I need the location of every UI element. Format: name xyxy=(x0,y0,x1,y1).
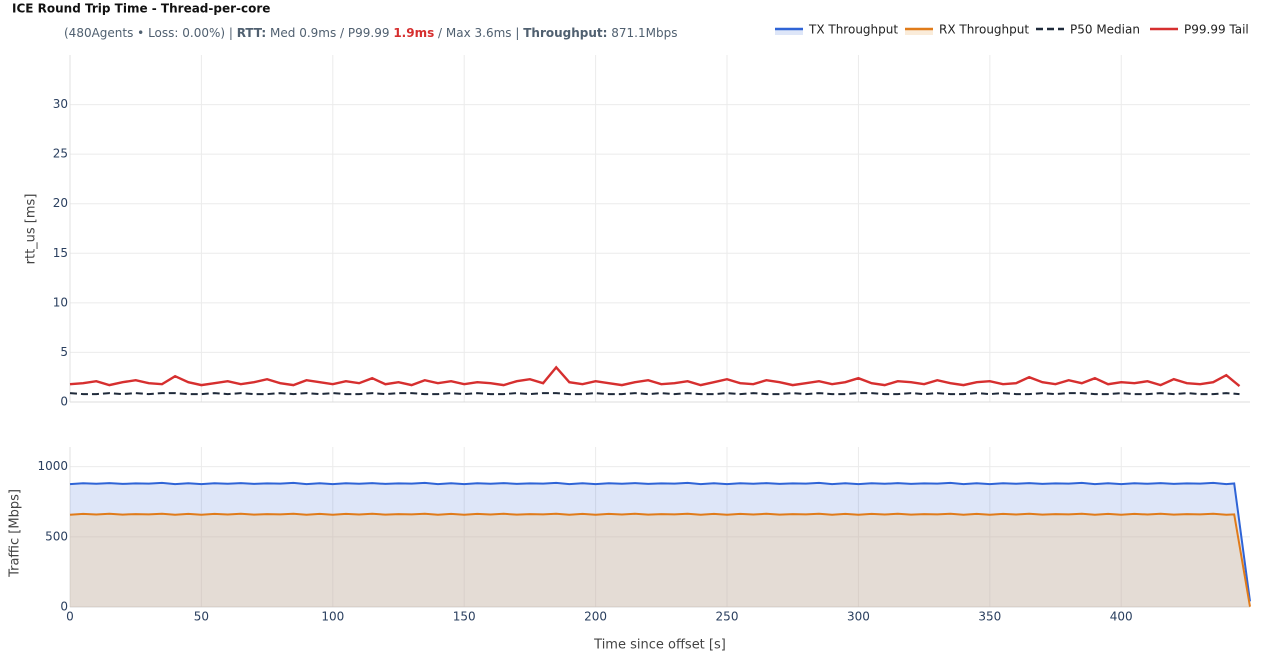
y-tick-label: 0 xyxy=(60,395,68,409)
series-line xyxy=(69,481,1251,602)
y-tick-label: 20 xyxy=(53,196,68,210)
subtitle-part: (480Agents • Loss: 0.00%) | xyxy=(64,26,237,40)
x-tick-label: 350 xyxy=(978,610,1001,624)
y-tick-label: 0 xyxy=(60,600,68,614)
legend-label: RX Throughput xyxy=(939,23,1029,37)
x-tick-label: 0 xyxy=(66,610,74,624)
x-tick-label: 250 xyxy=(716,610,739,624)
y-tick-label: 15 xyxy=(53,246,68,260)
subtitle-part: 1.9ms xyxy=(393,26,434,40)
series-line xyxy=(69,392,1240,396)
subtitle-part: RTT: xyxy=(237,26,267,40)
y-axis-title: rtt_us [ms] xyxy=(24,194,39,265)
area-fill xyxy=(70,513,1250,607)
x-tick-label: 300 xyxy=(847,610,870,624)
x-tick-label: 100 xyxy=(321,610,344,624)
chart-subtitle: (480Agents • Loss: 0.00%) | RTT: Med 0.9… xyxy=(64,26,677,40)
subtitle-part: 871.1Mbps xyxy=(607,26,677,40)
series-line xyxy=(69,365,1241,388)
y-tick-label: 1000 xyxy=(37,459,68,473)
legend-swatch xyxy=(905,29,933,35)
y-tick-label: 30 xyxy=(53,97,68,111)
subtitle-part: Med 0.9ms / P99.99 xyxy=(266,26,393,40)
x-tick-label: 400 xyxy=(1110,610,1133,624)
legend-label: P99.99 Tail xyxy=(1184,23,1249,37)
y-tick-label: 5 xyxy=(60,345,68,359)
legend-label: P50 Median xyxy=(1070,23,1140,37)
y-tick-label: 10 xyxy=(53,295,68,309)
y-tick-label: 500 xyxy=(45,529,68,543)
legend-swatch xyxy=(775,29,803,35)
subtitle-part: / Max 3.6ms | xyxy=(434,26,523,40)
x-tick-label: 150 xyxy=(453,610,476,624)
chart-title: ICE Round Trip Time - Thread-per-core xyxy=(12,2,270,16)
y-axis-title: Traffic [Mbps] xyxy=(8,489,23,578)
y-tick-label: 25 xyxy=(53,147,68,161)
x-tick-label: 50 xyxy=(194,610,209,624)
x-tick-label: 200 xyxy=(584,610,607,624)
x-axis-title: Time since offset [s] xyxy=(593,638,726,653)
subtitle-part: Throughput: xyxy=(523,26,607,40)
legend-label: TX Throughput xyxy=(808,23,898,37)
series-line xyxy=(69,512,1251,607)
